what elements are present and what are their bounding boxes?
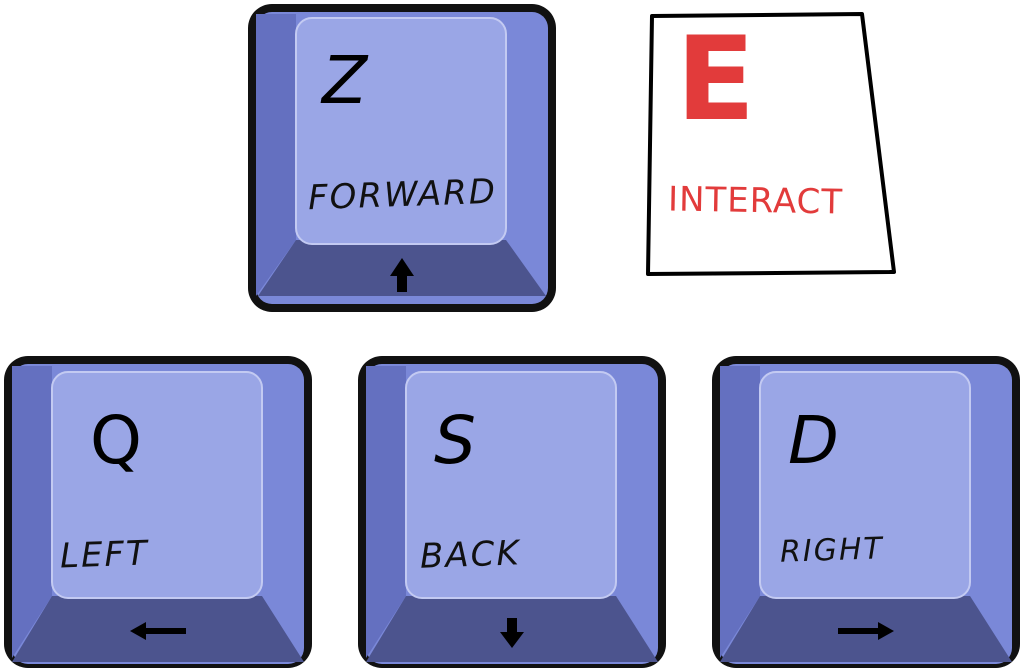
interact-label: INTERACT <box>667 179 844 223</box>
key-q-left[interactable]: Q LEFT <box>0 352 316 672</box>
arrow-right-icon <box>838 622 894 640</box>
key-d-letter: D <box>788 402 839 479</box>
key-z-shape <box>248 4 556 312</box>
interact-letter: E <box>676 12 756 147</box>
key-s-letter: S <box>434 402 476 479</box>
key-d-action-label: RIGHT <box>779 531 885 570</box>
interact-card-outline <box>646 12 896 276</box>
key-s-back[interactable]: S BACK <box>354 352 670 672</box>
key-q-action-label: LEFT <box>59 533 150 577</box>
arrow-down-icon <box>500 618 524 648</box>
key-z-forward[interactable]: Z FORWARD <box>244 0 560 320</box>
arrow-up-icon <box>390 258 414 292</box>
key-s-action-label: BACK <box>419 533 522 577</box>
key-d-right[interactable]: D RIGHT <box>708 352 1024 672</box>
arrow-left-icon <box>130 622 186 640</box>
key-z-action-label: FORWARD <box>307 171 498 219</box>
interact-card: E INTERACT <box>640 8 904 280</box>
key-d-shape <box>712 356 1020 668</box>
key-z-letter: Z <box>322 42 368 119</box>
key-s-shape <box>358 356 666 668</box>
key-q-letter: Q <box>90 402 142 479</box>
key-q-shape <box>4 356 312 668</box>
